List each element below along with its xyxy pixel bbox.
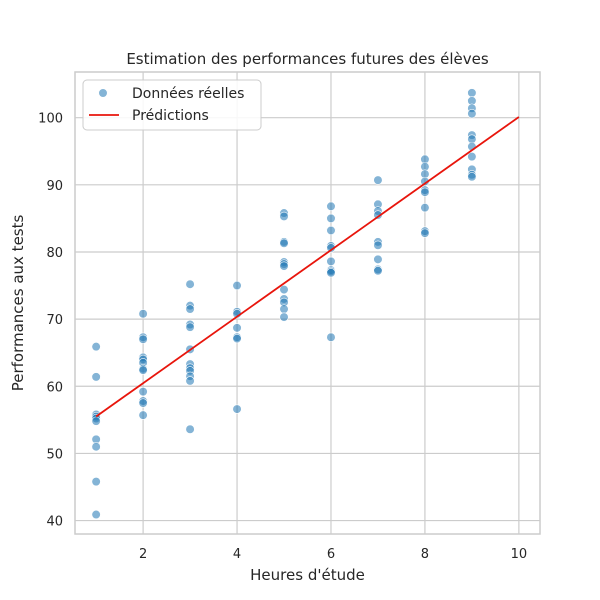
data-point — [467, 172, 477, 182]
grid — [75, 72, 540, 534]
data-point — [91, 509, 101, 520]
legend-box — [82, 79, 262, 131]
data-point — [279, 284, 289, 295]
x-tick-label: 2 — [139, 547, 147, 562]
data-point — [420, 203, 430, 213]
y-axis-label: Performances aux tests — [9, 215, 27, 392]
plot-frame — [74, 71, 541, 535]
data-point — [91, 442, 101, 452]
legend-marker-donnees-reelles — [98, 88, 108, 98]
y-tick-label: 40 — [46, 515, 63, 530]
x-axis-label: Heures d'étude — [250, 566, 365, 584]
data-point — [373, 240, 383, 250]
data-point — [138, 365, 148, 375]
data-point — [373, 254, 383, 264]
data-point — [326, 256, 336, 266]
data-point — [185, 424, 195, 434]
data-point — [232, 333, 242, 344]
data-point — [138, 309, 148, 319]
data-point — [138, 410, 148, 420]
x-tick-label: 4 — [233, 547, 241, 562]
plot-background — [75, 72, 540, 534]
data-point — [467, 152, 477, 162]
data-point — [420, 228, 430, 238]
data-point — [420, 187, 430, 197]
data-point — [279, 211, 289, 221]
data-point — [185, 279, 195, 289]
data-point — [185, 322, 195, 332]
data-point — [279, 238, 289, 248]
data-point — [373, 175, 383, 185]
data-point — [467, 88, 477, 98]
plot-area — [74, 71, 541, 535]
data-point — [138, 398, 148, 408]
data-point — [326, 332, 336, 342]
data-point — [91, 372, 101, 382]
prediction-lines — [95, 116, 520, 418]
data-point — [232, 323, 242, 333]
data-point — [326, 213, 336, 223]
data-point — [326, 225, 336, 236]
prediction-line — [95, 116, 520, 418]
data-point — [326, 268, 336, 278]
chart-title: Estimation des performances futures des … — [126, 50, 489, 68]
y-tick-labels: 40 50 60 70 80 90 100 — [38, 112, 63, 530]
data-point — [373, 210, 383, 220]
data-point — [279, 312, 289, 322]
y-tick-label: 60 — [46, 380, 63, 395]
data-point — [91, 416, 101, 426]
data-point — [279, 261, 289, 271]
data-point — [326, 201, 336, 211]
x-tick-labels: 2 4 6 8 10 — [139, 547, 527, 562]
data-point — [138, 387, 148, 397]
legend-label-donnees-reelles: Données réelles — [132, 86, 244, 102]
data-point — [232, 404, 242, 414]
data-point — [185, 376, 195, 386]
x-tick-label: 10 — [511, 547, 528, 562]
data-point — [185, 304, 195, 314]
data-point — [279, 304, 289, 314]
data-point — [91, 477, 101, 487]
x-tick-label: 6 — [327, 547, 335, 562]
data-point — [467, 109, 477, 119]
data-point — [91, 342, 101, 352]
y-tick-label: 90 — [46, 179, 63, 194]
x-tick-label: 8 — [421, 547, 429, 562]
data-point — [232, 280, 242, 291]
y-tick-label: 70 — [46, 313, 63, 328]
legend: Données réelles Prédictions — [82, 79, 262, 131]
y-tick-label: 50 — [46, 447, 63, 462]
data-points — [91, 88, 477, 520]
y-tick-label: 100 — [38, 112, 63, 127]
data-point — [373, 266, 383, 276]
y-tick-label: 80 — [46, 246, 63, 261]
legend-label-predictions: Prédictions — [132, 108, 209, 124]
data-point — [138, 334, 148, 344]
